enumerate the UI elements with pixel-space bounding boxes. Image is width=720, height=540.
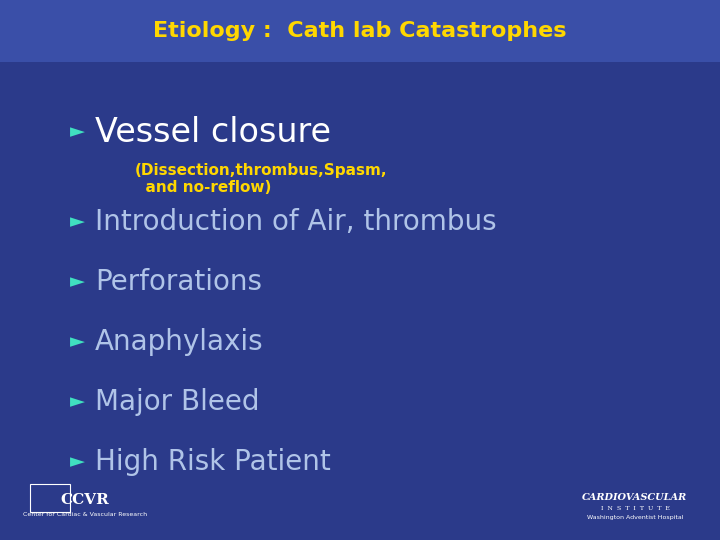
Text: ►: ►	[70, 213, 85, 232]
Text: Major Bleed: Major Bleed	[95, 388, 259, 416]
Bar	[30, 484, 70, 512]
Text: ►: ►	[70, 393, 85, 411]
Text: ►: ►	[70, 333, 85, 352]
Text: Perforations: Perforations	[95, 268, 262, 296]
Text: Washington Adventist Hospital: Washington Adventist Hospital	[587, 516, 683, 521]
Bar	[0, 0, 720, 62]
Text: ►: ►	[70, 453, 85, 471]
Text: Center for Cardiac & Vascular Research: Center for Cardiac & Vascular Research	[23, 512, 147, 517]
Text: Anaphylaxis: Anaphylaxis	[95, 328, 264, 356]
Text: I  N  S  T  I  T  U  T  E: I N S T I T U T E	[600, 505, 670, 510]
Text: (Dissection,thrombus,Spasm,: (Dissection,thrombus,Spasm,	[135, 163, 387, 178]
Text: CARDIOVASCULAR: CARDIOVASCULAR	[582, 494, 688, 503]
Text: Introduction of Air, thrombus: Introduction of Air, thrombus	[95, 208, 497, 236]
Text: High Risk Patient: High Risk Patient	[95, 448, 330, 476]
Text: Etiology :  Cath lab Catastrophes: Etiology : Cath lab Catastrophes	[153, 21, 567, 41]
Text: Vessel closure: Vessel closure	[95, 116, 331, 148]
Text: and no-reflow): and no-reflow)	[135, 180, 271, 194]
Text: CCVR: CCVR	[60, 493, 109, 507]
Text: ►: ►	[70, 273, 85, 292]
Text: ►: ►	[70, 123, 85, 141]
